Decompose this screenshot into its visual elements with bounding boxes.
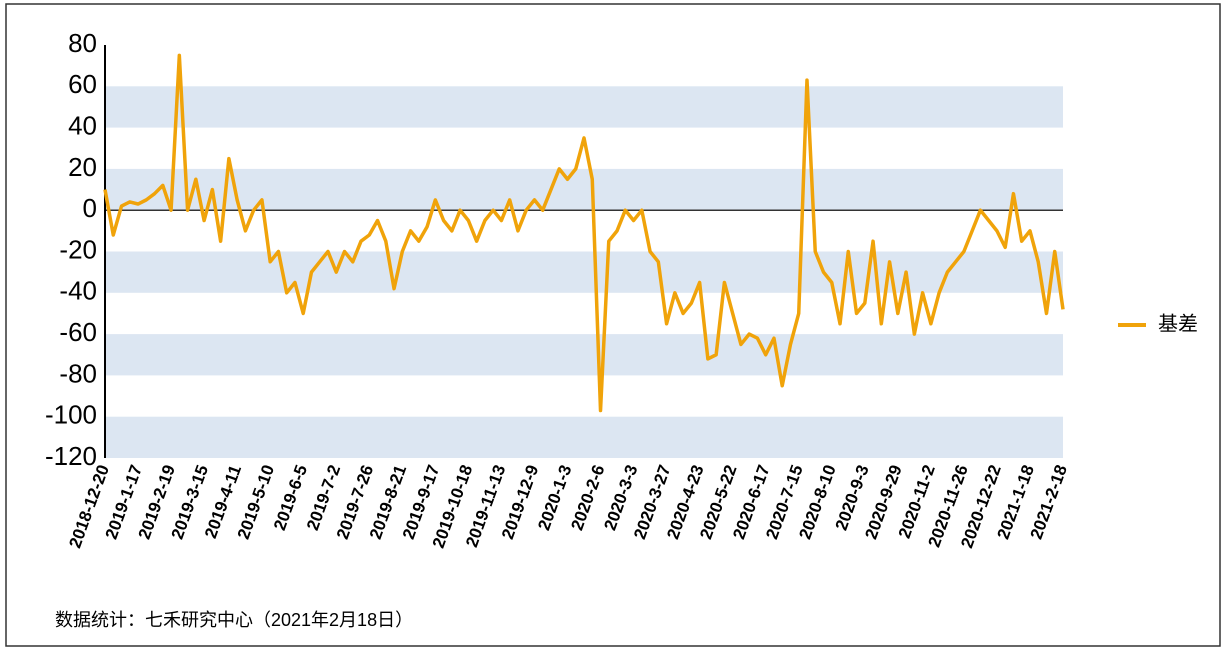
y-tick-label: 60 (68, 69, 97, 99)
grid-band (105, 168, 1063, 211)
y-tick-label: 20 (68, 152, 97, 182)
y-tick-label: -40 (59, 276, 97, 306)
data-line (103, 53, 1065, 413)
grid-band (105, 416, 1063, 458)
y-tick-label: -20 (59, 234, 97, 264)
grid-band (105, 251, 1063, 293)
y-tick-label: -120 (45, 441, 97, 471)
y-tick-label: -80 (59, 358, 97, 388)
source-note: 数据统计：七禾研究中心（2021年2月18日） (55, 610, 413, 630)
y-tick-label: -60 (59, 317, 97, 347)
y-tick-label: 80 (68, 28, 97, 58)
grid-band (105, 334, 1063, 376)
grid-band (105, 86, 1063, 128)
legend-label: 基差 (1158, 312, 1198, 335)
y-tick-label: 40 (68, 110, 97, 140)
y-tick-label: 0 (83, 193, 97, 223)
y-tick-label: -100 (45, 400, 97, 430)
